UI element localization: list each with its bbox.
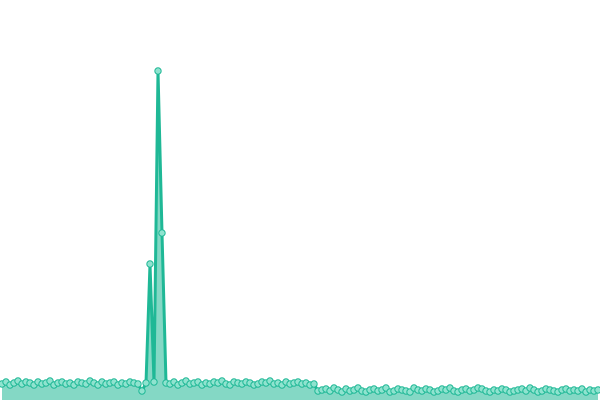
data-point xyxy=(594,386,600,394)
data-point xyxy=(310,380,318,388)
area-line xyxy=(1,69,599,394)
data-point xyxy=(158,229,166,237)
area-fill xyxy=(2,71,598,400)
data-point xyxy=(154,67,162,75)
data-point xyxy=(142,379,150,387)
data-point xyxy=(134,380,142,388)
data-point xyxy=(150,378,158,386)
data-point xyxy=(146,260,154,268)
data-point xyxy=(138,387,146,395)
